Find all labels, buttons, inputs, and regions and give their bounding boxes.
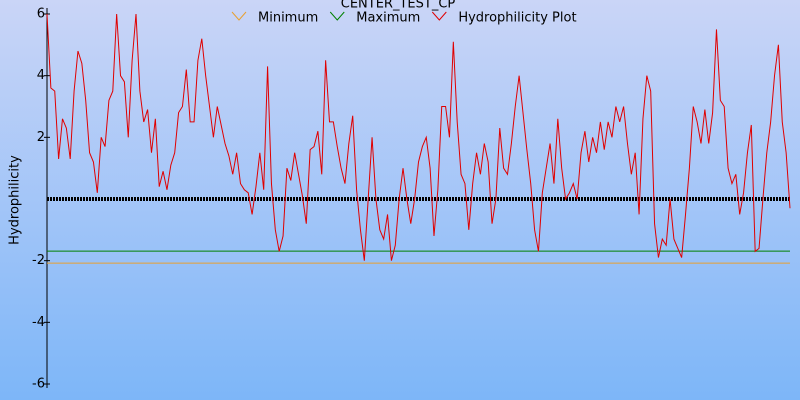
y-tick-label: -2 bbox=[32, 253, 45, 268]
legend-label: Maximum bbox=[356, 11, 420, 26]
y-tick-label: 6 bbox=[37, 7, 45, 22]
legend-icon bbox=[431, 11, 447, 21]
y-tick-label: -4 bbox=[32, 315, 45, 330]
legend-label: Hydrophilicity Plot bbox=[458, 11, 576, 26]
data-line bbox=[46, 13, 791, 261]
legend-label: Minimum bbox=[258, 11, 318, 26]
y-tick-label: -6 bbox=[32, 377, 45, 392]
legend-icon bbox=[231, 11, 247, 21]
y-tick-label: 4 bbox=[37, 68, 45, 83]
y-tick-label: 2 bbox=[37, 130, 45, 145]
chart-title: CENTER_TEST_CP bbox=[341, 0, 456, 12]
legend-icon bbox=[329, 11, 345, 21]
y-axis-label: Hydrophilicity bbox=[8, 155, 23, 245]
